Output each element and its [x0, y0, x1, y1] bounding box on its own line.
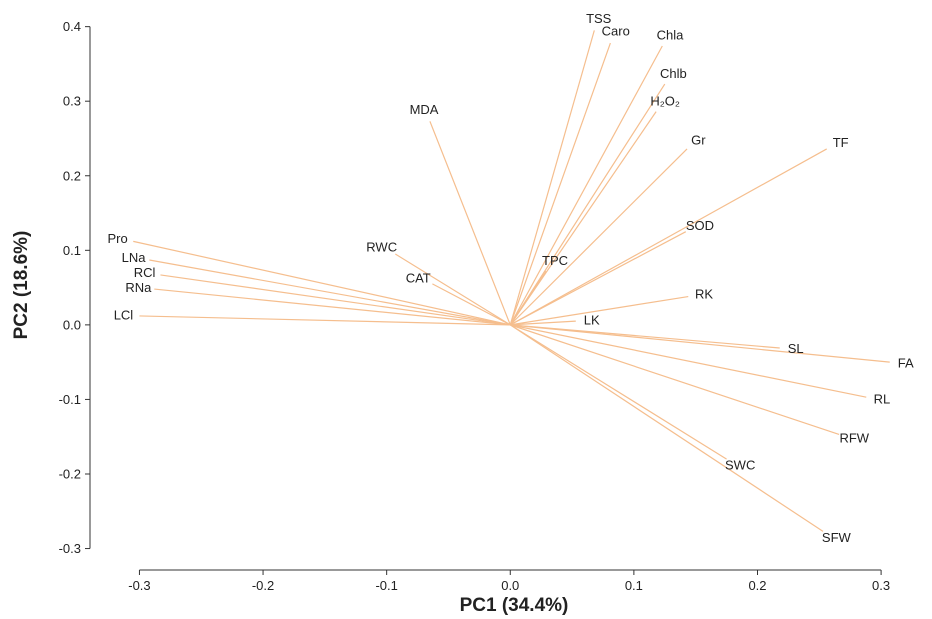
loading-line-lna: [149, 259, 511, 326]
variable-label-swc: SWC: [725, 457, 755, 472]
x-tick-label: -0.2: [252, 578, 274, 593]
variable-label-caro: Caro: [602, 24, 630, 39]
loading-line-sod: [509, 231, 687, 326]
y-axis-title: PC2 (18.6%): [11, 231, 32, 340]
loading-line-rcl: [160, 274, 511, 326]
loading-lines: [133, 30, 890, 532]
loading-line-pro: [133, 240, 511, 326]
y-tick-label: 0.0: [63, 317, 81, 332]
loading-line-tss: [509, 30, 595, 326]
variable-label-chla: Chla: [657, 27, 685, 42]
variable-label-tss: TSS: [586, 11, 612, 26]
loading-line-rl: [510, 324, 867, 398]
loading-line-lk: [510, 320, 576, 326]
x-tick-label: 0.3: [872, 578, 890, 593]
x-tick-label: 0.2: [748, 578, 766, 593]
x-axis-title: PC1 (34.4%): [460, 595, 569, 616]
x-tick-label: -0.1: [375, 578, 397, 593]
y-tick-label: 0.4: [63, 19, 81, 34]
variable-label-sl: SL: [788, 341, 804, 356]
y-tick-label: 0.3: [63, 94, 81, 109]
variable-label-rna: RNa: [125, 280, 152, 295]
variable-label-h₂o₂: H₂O₂: [650, 94, 680, 109]
y-tick-label: -0.2: [59, 466, 81, 481]
y-tick-label: -0.1: [59, 392, 81, 407]
x-tick-label: -0.3: [128, 578, 150, 593]
loading-line-rfw: [510, 324, 840, 436]
variable-label-lcl: LCl: [114, 308, 134, 323]
variable-label-gr: Gr: [691, 132, 706, 147]
loading-line-cat: [432, 283, 511, 326]
loading-line-fa: [510, 324, 890, 363]
axes: -0.3 -0.2 -0.1 0.0 0.1 0.2 0.3 -0.3 -0.2 -0.1 0.0 0…: [59, 19, 891, 593]
y-tick-label: 0.1: [63, 243, 81, 258]
variable-label-rcl: RCl: [134, 265, 156, 280]
variable-label-lk: LK: [584, 312, 600, 327]
x-tick-label: 0.0: [501, 578, 519, 593]
variable-label-chlb: Chlb: [660, 66, 687, 81]
loading-line-tpc: [509, 270, 547, 326]
loading-line-rk: [510, 295, 689, 326]
loading-line-caro: [509, 42, 611, 326]
loading-line-chlb: [509, 83, 666, 326]
variable-label-pro: Pro: [108, 231, 128, 246]
y-tick-label: 0.2: [63, 168, 81, 183]
loading-line-gr: [509, 148, 688, 326]
variable-label-sod: SOD: [686, 218, 714, 233]
loading-line-rna: [154, 288, 511, 326]
loading-line-lcl: [139, 315, 511, 326]
loading-line-rwc: [394, 253, 511, 326]
x-tick-label: 0.1: [625, 578, 643, 593]
variable-label-rfw: RFW: [839, 430, 869, 445]
variable-label-rl: RL: [874, 392, 891, 407]
variable-label-cat: CAT: [406, 270, 431, 285]
variable-label-lna: LNa: [122, 250, 147, 265]
loading-line-mda: [429, 121, 511, 326]
y-tick-label: -0.3: [59, 541, 81, 556]
variable-label-tpc: TPC: [542, 253, 568, 268]
variable-label-tf: TF: [833, 135, 849, 150]
variable-label-rwc: RWC: [366, 240, 397, 255]
variable-label-sfw: SFW: [822, 530, 852, 545]
loading-line-swc: [509, 324, 727, 460]
variable-label-rk: RK: [695, 287, 713, 302]
variable-label-mda: MDA: [410, 102, 439, 117]
loading-line-tf: [509, 148, 828, 326]
loading-line-chla: [509, 45, 663, 326]
variable-label-fa: FA: [898, 355, 914, 370]
loading-line-sfw: [509, 324, 824, 532]
